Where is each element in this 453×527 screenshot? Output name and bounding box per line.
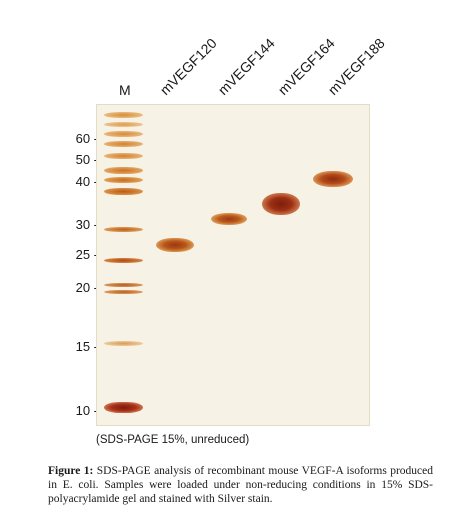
marker-lane-label: M (119, 82, 131, 98)
ladder-band (104, 112, 143, 118)
ladder-band (104, 402, 143, 413)
mw-label-40: 40 - (75, 174, 98, 189)
mw-label-30: 30 - (75, 217, 98, 232)
figure-caption-text: SDS-PAGE analysis of recombinant mouse V… (48, 465, 433, 505)
ladder-band (104, 341, 143, 346)
ladder-band (104, 227, 143, 232)
ladder-band (104, 131, 143, 137)
lane-label-mvegf120: mVEGF120 (156, 34, 220, 98)
lane-label-mvegf144: mVEGF144 (214, 34, 278, 98)
mw-label-25: 25 - (75, 247, 98, 262)
ladder-band (104, 258, 143, 263)
mw-label-15: 15 - (75, 339, 98, 354)
sample-band-mvegf188 (313, 171, 353, 187)
ladder-band (104, 177, 143, 183)
sample-band-mvegf164 (262, 193, 300, 215)
gel-image (96, 104, 370, 426)
figure-caption-label: Figure 1: (48, 465, 94, 477)
mw-label-60: 60 - (75, 131, 98, 146)
sample-band-mvegf144 (211, 213, 247, 225)
ladder-band (104, 167, 143, 174)
sample-band-mvegf120 (156, 238, 194, 252)
ladder-band (104, 153, 143, 159)
figure-caption: Figure 1: SDS-PAGE analysis of recombina… (48, 464, 433, 506)
mw-label-10: 10 - (75, 403, 98, 418)
mw-label-20: 20 - (75, 280, 98, 295)
gel-conditions-note: (SDS-PAGE 15%, unreduced) (96, 434, 250, 446)
ladder-band (104, 141, 143, 147)
ladder-band (104, 122, 143, 127)
mw-label-50: 50 - (75, 152, 98, 167)
ladder-band (104, 188, 143, 195)
ladder-band (104, 290, 143, 294)
ladder-band (104, 283, 143, 287)
